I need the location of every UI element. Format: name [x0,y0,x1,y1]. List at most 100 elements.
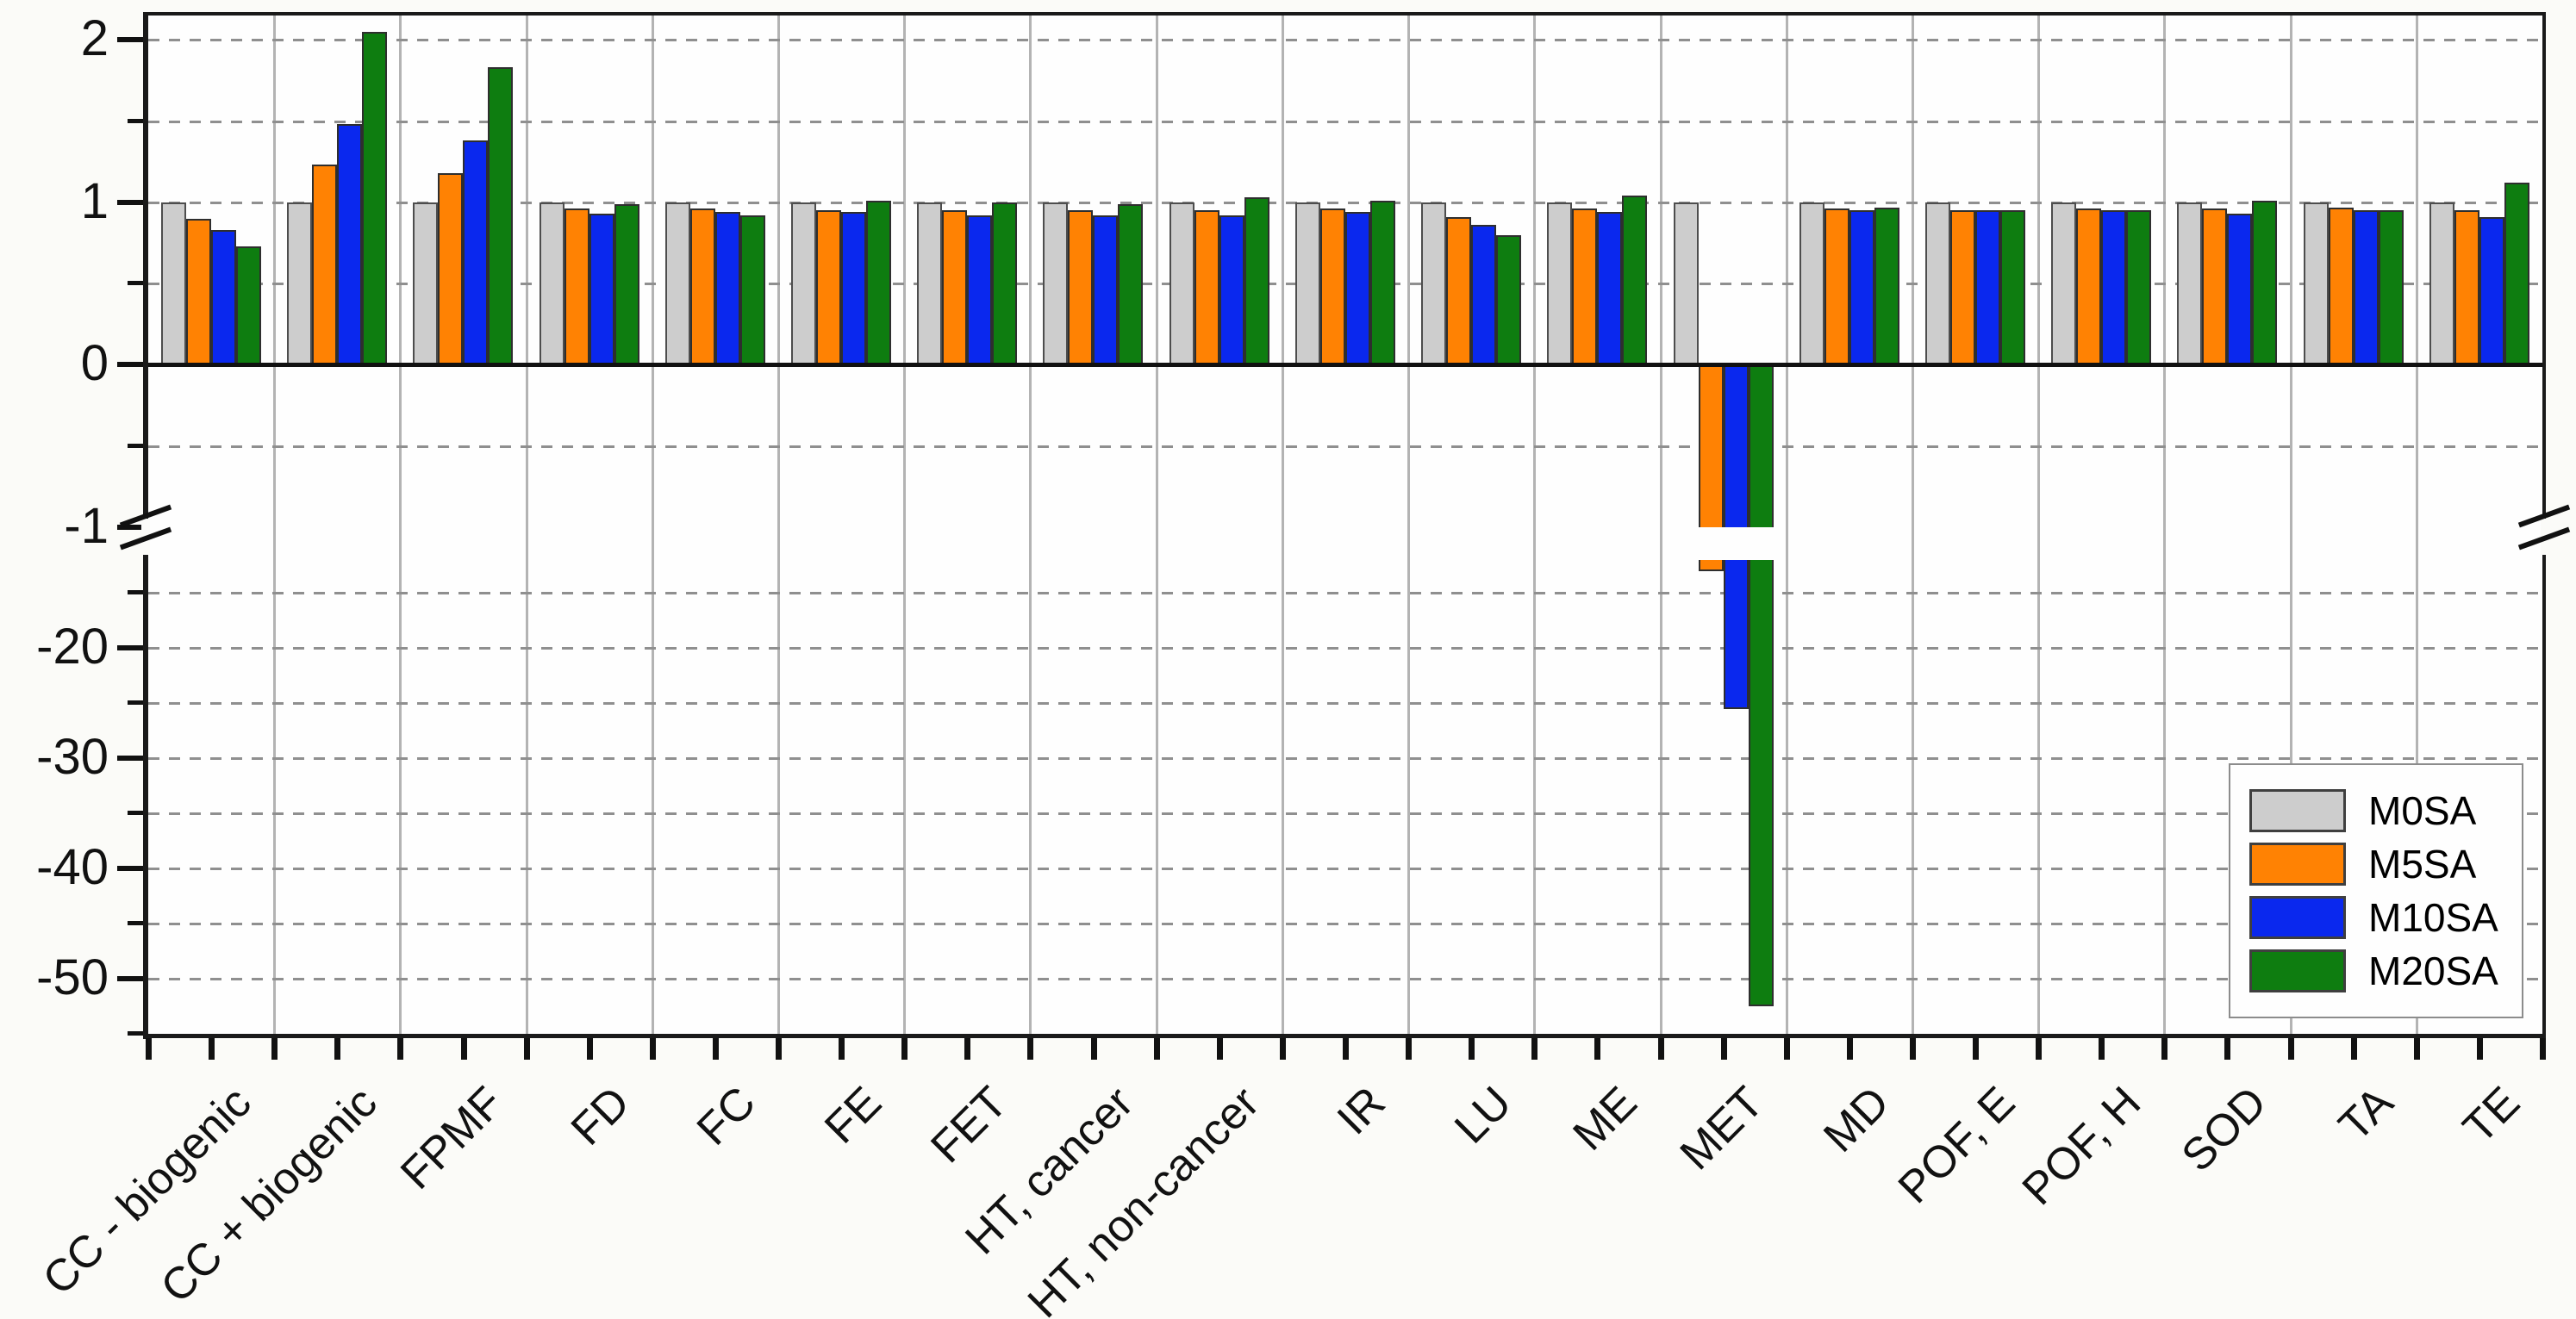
bar [866,201,891,364]
x-category-label: TA [2330,1077,2404,1151]
x-tick [524,1038,530,1060]
legend-item: M10SA [2249,894,2503,941]
bar [1169,202,1194,365]
gridline-vertical [777,16,780,1034]
y-minor-tick [128,921,143,925]
x-category-label: FPMF [391,1077,514,1199]
bar [1345,212,1370,364]
x-category-label: SOD [2172,1077,2277,1182]
gridline-horizontal [148,592,2542,594]
gridline-horizontal [148,647,2542,650]
bar [2354,210,2379,364]
bar [1496,235,1521,365]
bar [2101,210,2126,364]
bar [1244,197,1269,364]
zero-line [148,363,2542,367]
bar [1370,201,1395,364]
bar-lower-segment [1699,560,1724,571]
bar [1068,210,1093,364]
bar [690,208,715,364]
x-category-label: POF, H [2013,1077,2151,1216]
bar [791,202,816,365]
bar [1572,208,1597,364]
gridline-horizontal [148,812,2542,815]
gridline-vertical [1282,16,1284,1034]
bar [312,165,337,364]
legend-item: M5SA [2249,841,2503,887]
x-tick [1847,1038,1853,1060]
bar [992,202,1017,365]
bar [287,202,312,365]
y-major-tick [117,362,143,367]
y-major-tick [117,866,143,871]
x-tick [1784,1038,1790,1060]
x-tick [964,1038,970,1060]
x-tick [461,1038,467,1060]
legend-swatch [2249,949,2346,992]
x-category-label: HT, non-cancer [1019,1077,1269,1319]
legend-label: M5SA [2368,842,2477,887]
bar [917,202,942,365]
y-tick-label: -50 [36,949,109,1005]
bar [2126,210,2151,364]
x-category-label: TE [2453,1077,2529,1154]
bar [2379,210,2404,364]
bar-lower-segment [1724,560,1749,709]
y-major-tick [117,200,143,205]
x-tick [2414,1038,2420,1060]
x-tick [2161,1038,2167,1060]
x-category-label: IR [1327,1077,1395,1145]
bar [1975,210,2000,364]
gridline-horizontal [148,39,2542,41]
gridline-vertical [526,16,528,1034]
y-tick-label: -1 [64,498,109,554]
legend-item: M0SA [2249,787,2503,834]
y-major-tick [117,37,143,42]
gridline-vertical [2163,16,2166,1034]
y-minor-tick [128,281,143,285]
bar [1295,202,1320,365]
bar [2454,210,2479,364]
bar [2202,208,2227,364]
y-tick-label: 2 [80,10,109,66]
bar [413,202,438,365]
bar [362,32,387,365]
bar [1471,225,1496,364]
legend-label: M20SA [2368,949,2498,993]
y-major-tick [117,525,143,530]
x-tick [901,1038,908,1060]
x-category-label: MET [1670,1077,1774,1180]
bar [2076,208,2101,364]
gridline-vertical [2037,16,2040,1034]
gridline-vertical [903,16,906,1034]
y-major-tick [117,645,143,650]
gridline-horizontal [148,202,2542,204]
bar [1925,202,1950,365]
gridline-vertical [1156,16,1158,1034]
bar [1421,202,1446,365]
x-tick [1658,1038,1664,1060]
y-major-tick [117,756,143,761]
legend-swatch [2249,896,2346,939]
gridline-horizontal [148,445,2542,448]
y-minor-tick [128,811,143,815]
x-tick [1027,1038,1033,1060]
gridline-horizontal [148,757,2542,760]
legend-item: M20SA [2249,948,2503,994]
gridline-vertical [1407,16,1410,1034]
x-category-label: FE [814,1077,891,1154]
legend: M0SA M5SA M10SA M20SA [2229,763,2523,1018]
y-minor-tick [128,700,143,705]
y-tick-label: -20 [36,619,109,675]
bar [1219,215,1244,364]
x-tick [1406,1038,1412,1060]
bar [186,219,211,365]
bar [1950,210,1975,364]
bar-upper-segment [1749,364,1774,527]
x-tick [271,1038,278,1060]
y-tick-label: 0 [80,335,109,391]
bar-upper-segment [1724,364,1749,527]
bar [438,173,463,365]
bar [1320,208,1345,364]
bar [967,215,992,364]
